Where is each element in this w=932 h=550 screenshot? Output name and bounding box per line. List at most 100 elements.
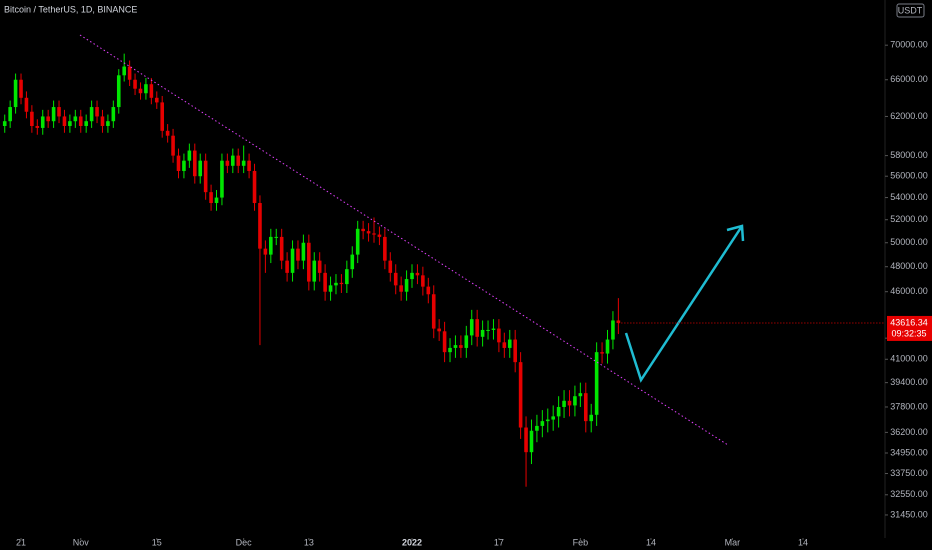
candle-body bbox=[203, 160, 208, 193]
candle-body bbox=[57, 107, 61, 117]
countdown: 09:32:35 bbox=[891, 328, 926, 338]
candle-body bbox=[263, 248, 268, 255]
candle-body bbox=[24, 97, 29, 112]
candle-body bbox=[578, 393, 583, 397]
y-tick-label: 31450.00 bbox=[890, 509, 928, 519]
candle-body bbox=[562, 400, 566, 407]
y-tick-label: 41000.00 bbox=[890, 354, 928, 364]
y-tick-label: 54000.00 bbox=[890, 192, 928, 202]
y-tick-label: 36200.00 bbox=[890, 427, 928, 437]
currency-box[interactable] bbox=[896, 3, 925, 18]
y-tick-label: 70000.00 bbox=[890, 40, 928, 50]
candle-body bbox=[187, 150, 192, 161]
currency[interactable]: USDT bbox=[898, 5, 923, 15]
candle-body bbox=[513, 339, 517, 363]
y-tick-label: 33750.00 bbox=[890, 468, 928, 478]
candle-body bbox=[160, 102, 165, 131]
candle-body bbox=[377, 234, 382, 237]
candle-body bbox=[149, 84, 154, 98]
x-tick-label: 15 bbox=[152, 537, 162, 547]
candle-body bbox=[2, 121, 7, 126]
candle-body bbox=[252, 170, 257, 204]
candle-body bbox=[68, 121, 72, 126]
arrow-head bbox=[726, 224, 745, 242]
candle-body bbox=[236, 155, 241, 166]
candle-body bbox=[73, 116, 78, 122]
candle-body bbox=[122, 66, 126, 76]
candle-body bbox=[290, 248, 295, 273]
candle-body bbox=[611, 320, 615, 340]
candle-body bbox=[165, 130, 170, 136]
candle-body bbox=[209, 192, 213, 204]
candle-body bbox=[383, 236, 387, 261]
x-tick-label: 17 bbox=[494, 537, 504, 547]
candle-body bbox=[524, 427, 528, 453]
candle-body bbox=[361, 228, 365, 232]
candle-body bbox=[46, 116, 50, 122]
candle-body bbox=[154, 97, 159, 103]
candle-body bbox=[269, 236, 273, 255]
candle-body bbox=[279, 236, 284, 261]
candle-body bbox=[30, 111, 34, 126]
x-tick-label: Dec bbox=[236, 537, 253, 547]
candle-body bbox=[426, 286, 431, 295]
candle-body bbox=[176, 155, 181, 171]
candle-body bbox=[307, 242, 311, 282]
candle-body bbox=[355, 228, 360, 255]
candle-body bbox=[138, 88, 143, 94]
candle-body bbox=[111, 107, 116, 122]
x-tick-label: 14 bbox=[646, 537, 656, 547]
candle-body bbox=[469, 319, 474, 336]
candle-body bbox=[448, 347, 452, 353]
candle-body bbox=[78, 116, 83, 126]
candle-body bbox=[421, 275, 425, 287]
candle-body bbox=[225, 160, 230, 166]
candle-body bbox=[589, 414, 594, 422]
candle-body bbox=[106, 121, 110, 126]
candle-body bbox=[220, 160, 224, 198]
candle-body bbox=[551, 416, 555, 420]
x-tick-label: Mar bbox=[725, 537, 741, 547]
candle-body bbox=[171, 135, 175, 156]
candle-body bbox=[431, 294, 436, 329]
y-tick-label: 46000.00 bbox=[890, 286, 928, 296]
candle-body bbox=[388, 260, 393, 273]
y-tick-label: 50000.00 bbox=[890, 237, 928, 247]
candle-body bbox=[317, 260, 322, 273]
candle-body bbox=[535, 425, 539, 431]
candle-body bbox=[214, 197, 219, 204]
candle-body bbox=[19, 79, 23, 98]
candle-body bbox=[410, 272, 414, 280]
last-price-box bbox=[887, 315, 932, 341]
candle-body bbox=[40, 116, 45, 128]
candle-body bbox=[182, 160, 186, 171]
candle-body bbox=[144, 84, 148, 94]
candle-body bbox=[415, 272, 420, 276]
candle-body bbox=[274, 236, 279, 238]
candle-body bbox=[372, 233, 376, 235]
y-tick-label: 62000.00 bbox=[890, 111, 928, 121]
candle-body bbox=[545, 419, 550, 422]
candle-body bbox=[231, 155, 235, 166]
candle-body bbox=[296, 248, 300, 261]
candle-body bbox=[497, 328, 501, 343]
candle-body bbox=[301, 242, 306, 261]
candle-body bbox=[583, 393, 588, 422]
candle-body bbox=[350, 254, 355, 270]
candle-body bbox=[89, 107, 94, 122]
candle-body bbox=[328, 285, 333, 292]
y-tick-label: 58000.00 bbox=[890, 150, 928, 160]
candle-body bbox=[285, 260, 289, 273]
y-tick-label: 52000.00 bbox=[890, 214, 928, 224]
candle-body bbox=[399, 285, 403, 292]
candle-body bbox=[459, 345, 463, 348]
candle-body bbox=[241, 160, 246, 166]
candle-body bbox=[133, 79, 137, 89]
candle-body bbox=[475, 319, 479, 337]
x-tick-label: Nov bbox=[73, 537, 90, 547]
y-tick-label: 66000.00 bbox=[890, 74, 928, 84]
candle-body bbox=[529, 430, 534, 453]
candle-body bbox=[518, 362, 523, 428]
candle-body bbox=[573, 396, 577, 406]
